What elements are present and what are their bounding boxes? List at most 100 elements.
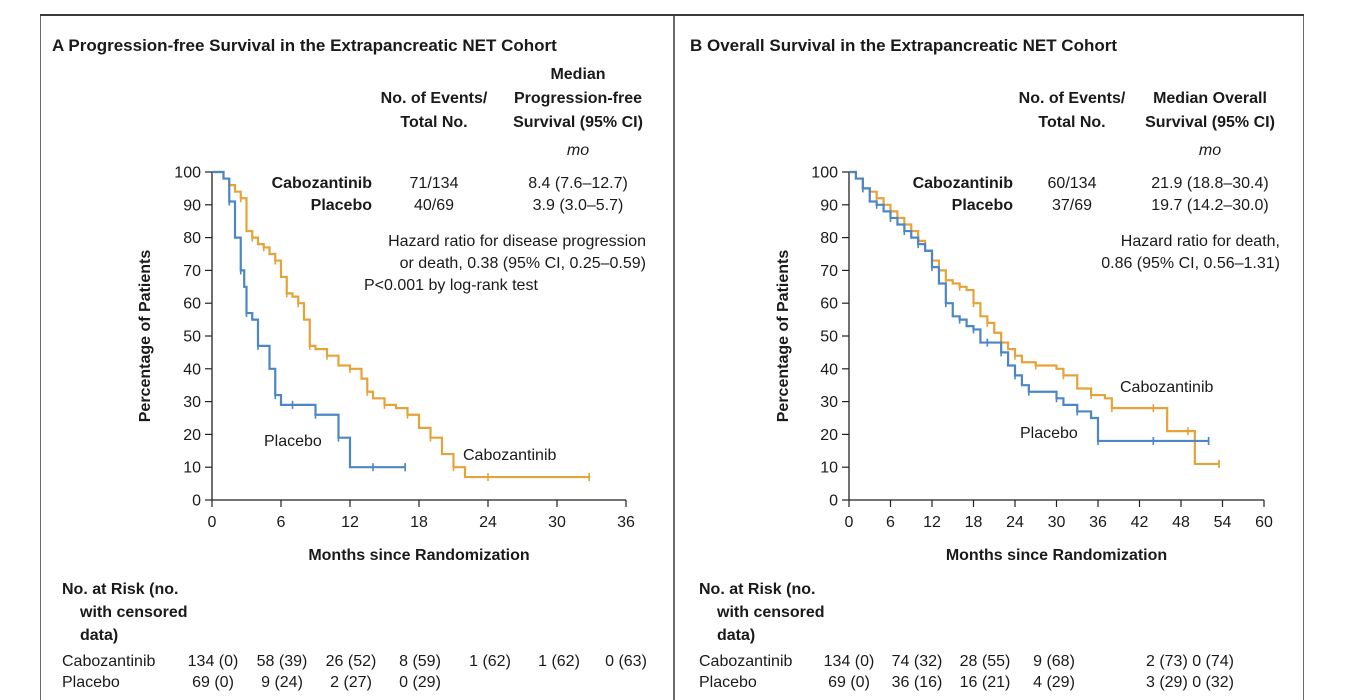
panel-a-x-tick-label: 24 [479, 514, 497, 531]
panel-a-risk-cell-cabozantinib: 58 (39) [257, 653, 308, 670]
panel-a-y-tick-label: 10 [183, 460, 201, 477]
panel-b-curve-cabozantinib [849, 170, 1220, 466]
panel-b-x-tick-label: 30 [1048, 514, 1066, 531]
panel-a-risk-cell-placebo: 69 (0) [192, 674, 234, 691]
panel-b-curve-placebo [849, 170, 1209, 443]
panel-a-hazard-text: P<0.001 by log-rank test [364, 277, 538, 294]
panel-a-x-tick-label: 18 [410, 514, 428, 531]
panel-a-row-median: 8.4 (7.6–12.7) [528, 175, 628, 192]
panel-b-risk-cell-cabozantinib: 134 (0) [824, 653, 875, 670]
panel-b-row-events: 60/134 [1048, 175, 1097, 192]
panel-a-y-tick-label: 20 [183, 427, 201, 444]
panel-a-events-header: Total No. [400, 114, 467, 131]
panel-b-risk-cell-placebo: 36 (16) [892, 674, 943, 691]
panel-b-risk-cell-placebo: 3 (29) 0 (32) [1146, 674, 1234, 691]
panel-a-risk-title: No. at Risk (no. [62, 581, 178, 598]
panel-a-y-tick-label: 100 [174, 165, 201, 182]
panel-b-risk-name-placebo: Placebo [699, 674, 757, 691]
panel-b-letter: B [690, 36, 707, 55]
panel-b-y-tick-label: 100 [811, 165, 838, 182]
panel-b-hazard-text: 0.86 (95% CI, 0.56–1.31) [1101, 255, 1280, 272]
panel-b-events-header: Total No. [1038, 114, 1105, 131]
panel-a-y-tick-label: 40 [183, 361, 201, 378]
frame-left-rule [40, 16, 41, 700]
panel-b-risk-title: No. at Risk (no. [699, 581, 815, 598]
panel-a-curve-label-cabozantinib: Cabozantinib [463, 447, 557, 464]
panel-a-title-text: Progression-free Survival in the Extrapa… [68, 36, 557, 55]
panel-a-hazard-text: Hazard ratio for disease progression [388, 233, 646, 250]
panel-b-x-tick-label: 24 [1006, 514, 1024, 531]
panel-b-row-name: Placebo [952, 197, 1014, 214]
panel-a-row-name: Cabozantinib [272, 175, 373, 192]
panel-a-median-header: Progression-free [514, 90, 642, 107]
panel-b-y-tick-label: 50 [820, 329, 838, 346]
panel-a-risk-title: data) [80, 627, 118, 644]
panel-a-curve-label-placebo: Placebo [264, 433, 322, 450]
panel-b-x-tick-label: 42 [1131, 514, 1149, 531]
panel-a-title: A Progression-free Survival in the Extra… [52, 36, 557, 55]
panel-a-x-tick-label: 0 [208, 514, 217, 531]
panel-a-risk-cell-cabozantinib: 1 (62) [469, 653, 511, 670]
panel-a-y-tick-label: 60 [183, 296, 201, 313]
panel-a-row-median: 3.9 (3.0–5.7) [533, 197, 624, 214]
panel-a-risk-name-cabozantinib: Cabozantinib [62, 653, 156, 670]
panel-a-row-events: 40/69 [414, 197, 454, 214]
panel-a-x-tick-label: 36 [617, 514, 635, 531]
frame-right-rule [1303, 16, 1304, 700]
panel-b-risk-cell-placebo: 16 (21) [960, 674, 1011, 691]
panel-b-row-median: 19.7 (14.2–30.0) [1151, 197, 1268, 214]
panel-a-hazard-text: or death, 0.38 (95% CI, 0.25–0.59) [400, 255, 646, 272]
panel-a-risk-cell-placebo: 2 (27) [330, 674, 372, 691]
panel-a-letter: A [52, 36, 68, 55]
panel-b-median-header: Survival (95% CI) [1145, 114, 1275, 131]
panel-b-median-header: Median Overall [1153, 90, 1267, 107]
panel-a-x-tick-label: 12 [341, 514, 359, 531]
panel-b-x-tick-label: 54 [1214, 514, 1232, 531]
panel-b-x-tick-label: 12 [923, 514, 941, 531]
panel-a-row-name: Placebo [311, 197, 373, 214]
panel-b-x-tick-label: 36 [1089, 514, 1107, 531]
panel-b-y-tick-label: 0 [829, 493, 838, 510]
panel-a-risk-name-placebo: Placebo [62, 674, 120, 691]
panel-a-risk-cell-cabozantinib: 1 (62) [538, 653, 580, 670]
panel-b-y-tick-label: 90 [820, 197, 838, 214]
panel-b-row-name: Cabozantinib [913, 175, 1014, 192]
panel-a-row-events: 71/134 [410, 175, 459, 192]
panel-b-risk-cell-cabozantinib: 2 (73) 0 (74) [1146, 653, 1234, 670]
panel-b-y-tick-label: 30 [820, 394, 838, 411]
panel-a-risk-cell-cabozantinib: 26 (52) [326, 653, 377, 670]
panel-b-row-events: 37/69 [1052, 197, 1092, 214]
panel-a-y-axis-label: Percentage of Patients [137, 250, 154, 423]
panel-b-curve-label-cabozantinib: Cabozantinib [1120, 379, 1214, 396]
panel-b-y-tick-label: 20 [820, 427, 838, 444]
panel-a-y-tick-label: 50 [183, 329, 201, 346]
panel-b-unit-label: mo [1199, 142, 1221, 159]
panel-b-risk-cell-placebo: 4 (29) [1033, 674, 1075, 691]
panel-a-risk-cell-placebo: 9 (24) [261, 674, 303, 691]
panel-b-risk-cell-cabozantinib: 74 (32) [892, 653, 943, 670]
panel-b-title: B Overall Survival in the Extrapancreati… [690, 36, 1117, 55]
panel-a-x-tick-label: 30 [548, 514, 566, 531]
panel-b-x-tick-label: 6 [886, 514, 895, 531]
top-rule [40, 14, 1304, 16]
panel-a-events-header: No. of Events/ [381, 90, 488, 107]
panel-b-risk-name-cabozantinib: Cabozantinib [699, 653, 793, 670]
panel-b-risk-cell-cabozantinib: 9 (68) [1033, 653, 1075, 670]
panel-a-risk-cell-placebo: 0 (29) [399, 674, 441, 691]
panel-a-y-tick-label: 90 [183, 197, 201, 214]
panel-b-y-tick-label: 10 [820, 460, 838, 477]
panel-b-risk-title: data) [717, 627, 755, 644]
panel-a-median-header: Survival (95% CI) [513, 114, 643, 131]
panel-b-risk-cell-placebo: 69 (0) [828, 674, 870, 691]
panel-a-x-tick-label: 6 [277, 514, 286, 531]
panel-b-risk-cell-cabozantinib: 28 (55) [960, 653, 1011, 670]
panel-b-y-tick-label: 40 [820, 361, 838, 378]
panel-a-risk-title: with censored [79, 604, 188, 621]
panel-b-x-tick-label: 18 [965, 514, 983, 531]
panel-a-risk-cell-cabozantinib: 0 (63) [605, 653, 647, 670]
panel-b-events-header: No. of Events/ [1019, 90, 1126, 107]
panel-a-risk-cell-cabozantinib: 8 (59) [399, 653, 441, 670]
panel-a-median-header: Median [550, 66, 605, 83]
panel-b-y-axis-label: Percentage of Patients [775, 250, 792, 423]
panel-b-y-tick-label: 70 [820, 263, 838, 280]
